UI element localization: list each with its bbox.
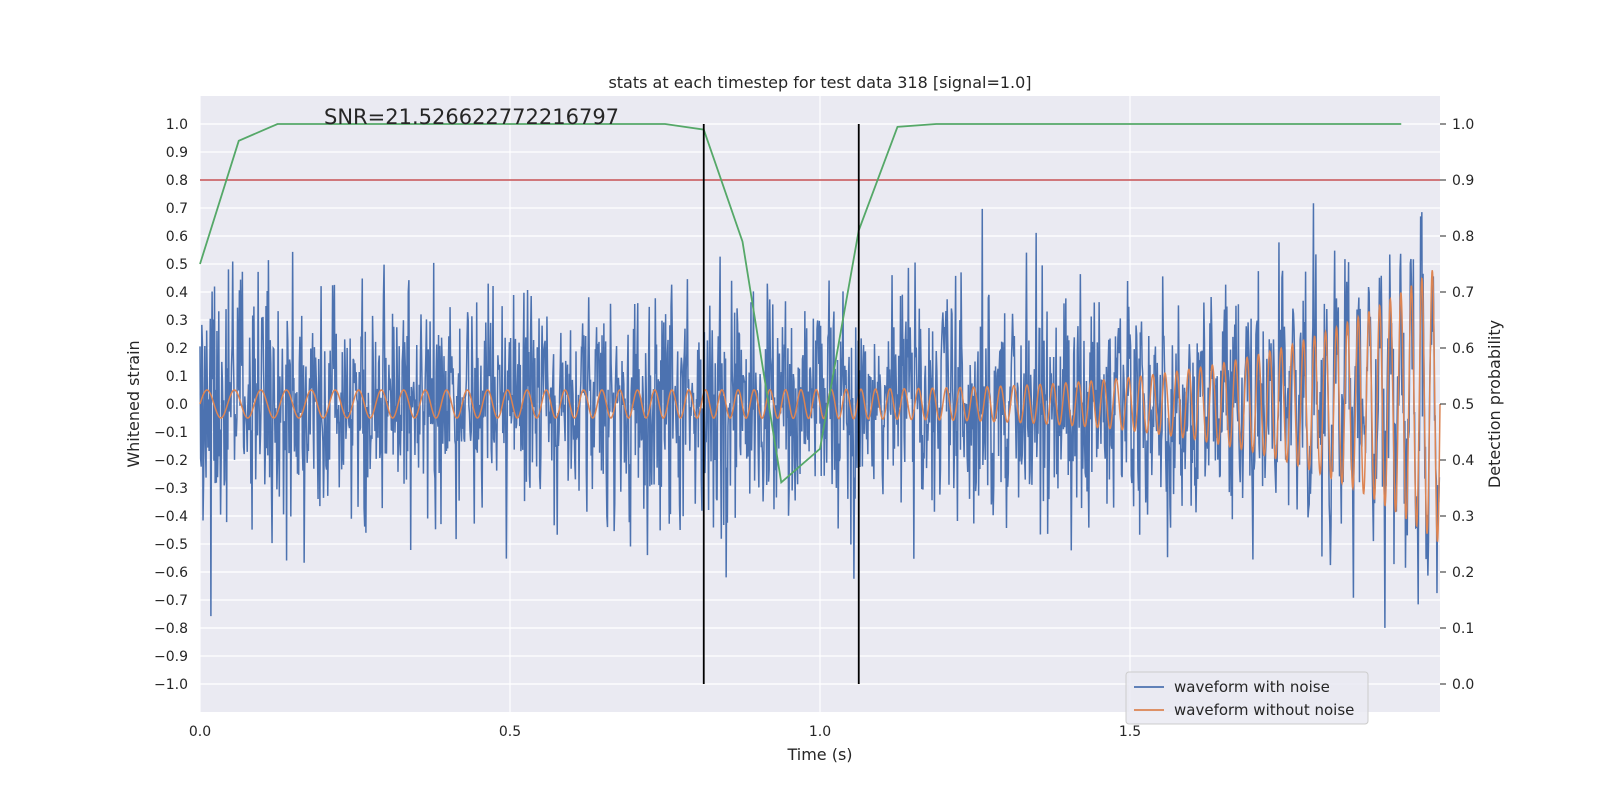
y2-tick-label: 0.1: [1452, 621, 1474, 637]
y-tick-label: 0.0: [166, 397, 188, 413]
y-tick-label: −0.1: [154, 425, 188, 441]
y2-tick-label: 0.6: [1452, 341, 1474, 357]
y2-tick-label: 0.5: [1452, 397, 1474, 413]
y2-tick-label: 0.7: [1452, 285, 1474, 301]
x-tick-label: 1.0: [809, 724, 831, 740]
y-tick-label: 1.0: [166, 117, 188, 133]
y-axis-label: Whitened strain: [124, 340, 143, 467]
y2-tick-label: 0.0: [1452, 677, 1474, 693]
y2-tick-label: 1.0: [1452, 117, 1474, 133]
series-waveform-without-noise: [199, 270, 1441, 542]
y-tick-label: 0.9: [166, 145, 188, 161]
legend-label: waveform without noise: [1174, 701, 1354, 719]
y-tick-label: 0.7: [166, 201, 188, 217]
y-tick-label: −0.8: [154, 621, 188, 637]
legend: waveform with noise waveform without nois…: [1125, 671, 1369, 725]
y-tick-label: 0.4: [166, 285, 188, 301]
y-tick-label: −0.2: [154, 453, 188, 469]
plot-lines: [199, 123, 1441, 684]
y-tick-label: 0.3: [166, 313, 188, 329]
x-tick-label: 0.5: [499, 724, 521, 740]
y-tick-label: 0.1: [166, 369, 188, 385]
y2-tick-label: 0.8: [1452, 229, 1474, 245]
y-tick-label: −1.0: [154, 677, 188, 693]
y-tick-label: 0.5: [166, 257, 188, 273]
snr-annotation: SNR=21.526622772216797: [324, 105, 619, 129]
y-tick-label: 0.6: [166, 229, 188, 245]
y2-axis-label: Detection probability: [1485, 320, 1504, 488]
series-detection-probability: [199, 123, 1402, 485]
y-tick-label: −0.7: [154, 593, 188, 609]
x-tick-label: 1.5: [1119, 724, 1141, 740]
y2-tick-label: 0.4: [1452, 453, 1474, 469]
ticks: −1.0 −0.9 −0.8 −0.7 −0.6 −0.5 −0.4 −0.3 −0.2 −0.1…: [154, 117, 1474, 740]
y-tick-label: −0.4: [154, 509, 188, 525]
y-tick-label: −0.3: [154, 481, 188, 497]
y2-tick-label: 0.9: [1452, 173, 1474, 189]
y-tick-label: 0.2: [166, 341, 188, 357]
chart-title: stats at each timestep for test data 318…: [608, 73, 1031, 92]
x-axis-label: Time (s): [786, 745, 852, 764]
series-waveform-with-noise: [199, 203, 1441, 628]
y-tick-label: −0.5: [154, 537, 188, 553]
y2-tick-label: 0.2: [1452, 565, 1474, 581]
y-tick-label: −0.6: [154, 565, 188, 581]
legend-box: [1125, 671, 1369, 725]
y2-tick-label: 0.3: [1452, 509, 1474, 525]
y-tick-label: −0.9: [154, 649, 188, 665]
legend-label: waveform with noise: [1174, 678, 1330, 696]
x-tick-label: 0.0: [189, 724, 211, 740]
y-tick-label: 0.8: [166, 173, 188, 189]
